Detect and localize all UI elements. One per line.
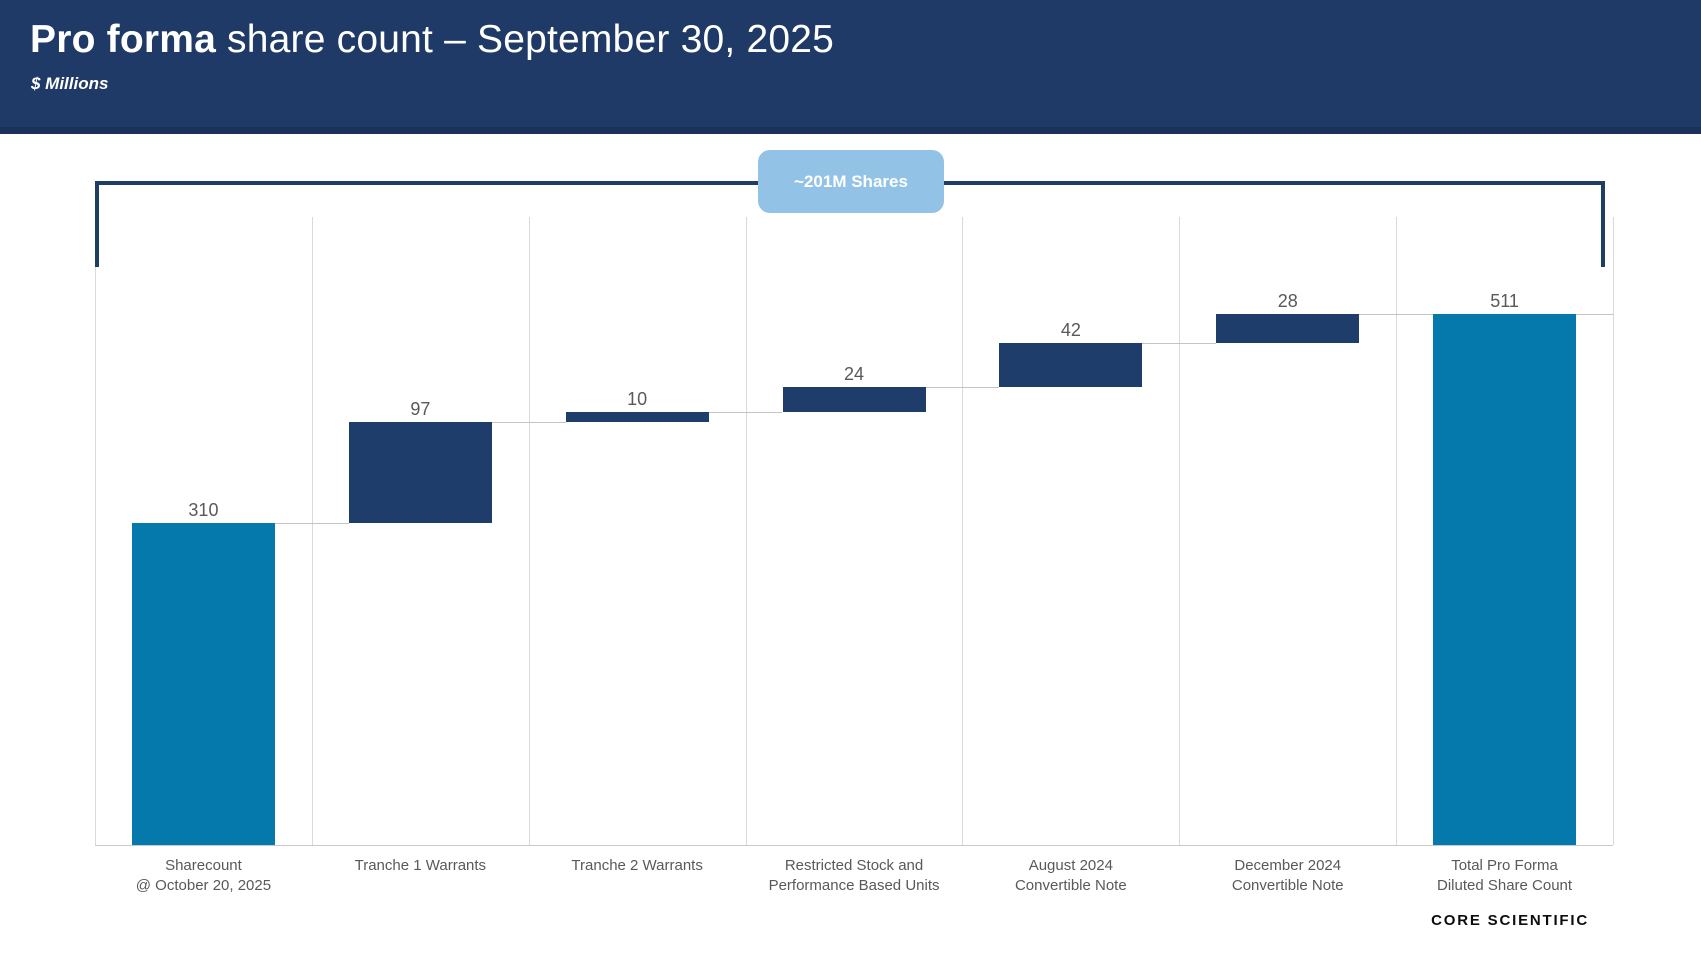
bar-value-label: 10 bbox=[627, 388, 648, 409]
bar-value-label: 28 bbox=[1277, 291, 1298, 311]
bar-value-label: 511 bbox=[1490, 291, 1519, 311]
gridline bbox=[745, 217, 747, 845]
connector-line bbox=[1359, 314, 1434, 315]
bar-value-label: 24 bbox=[844, 363, 865, 384]
gridline bbox=[1396, 217, 1398, 845]
gridline bbox=[962, 217, 964, 845]
gridline bbox=[311, 217, 313, 845]
slide-header: Pro forma share count – September 30, 20… bbox=[0, 0, 1701, 134]
core-scientific-logo: CORE SCIENTIFIC bbox=[1431, 912, 1589, 929]
category-label: Sharecount @ October 20, 2025 bbox=[135, 857, 272, 894]
gridline bbox=[1179, 217, 1181, 845]
waterfall-bar bbox=[348, 422, 492, 523]
category-label: December 2024 Convertible Note bbox=[1231, 857, 1344, 894]
bar-value-label: 310 bbox=[188, 499, 219, 520]
gridline bbox=[95, 217, 96, 845]
waterfall-bar bbox=[782, 386, 926, 412]
category-label: Restricted Stock and Performance Based U… bbox=[768, 857, 940, 894]
units-subtitle: $ Millions bbox=[31, 74, 109, 93]
bar-value-label: 42 bbox=[1060, 320, 1081, 341]
connector-line bbox=[925, 386, 1000, 388]
page-title-rest: share count – September 30, 2025 bbox=[216, 18, 835, 61]
category-label: August 2024 Convertible Note bbox=[1014, 857, 1127, 894]
waterfall-bar bbox=[131, 522, 275, 845]
waterfall-chart: 310 97 10 24 42 28 511 Sharecount @ October 20,… bbox=[0, 134, 1701, 914]
connector-line bbox=[708, 411, 783, 413]
category-label: Total Pro Forma Diluted Share Count bbox=[1436, 857, 1573, 894]
waterfall-bar bbox=[565, 411, 709, 423]
connector-line bbox=[1576, 314, 1613, 315]
gridline bbox=[528, 217, 530, 845]
waterfall-bar bbox=[999, 343, 1143, 387]
connector-line bbox=[274, 522, 349, 524]
category-label: Tranche 1 Warrants bbox=[354, 857, 487, 874]
page-title: Pro forma share count – September 30, 20… bbox=[30, 18, 834, 62]
bar-value-label: 97 bbox=[410, 399, 431, 420]
connector-line bbox=[1142, 343, 1217, 345]
shares-annotation-badge: ~201M Shares bbox=[758, 150, 944, 213]
category-label: Tranche 2 Warrants bbox=[571, 857, 703, 874]
connector-line bbox=[491, 422, 566, 424]
waterfall-bar bbox=[1433, 314, 1577, 845]
waterfall-bar bbox=[1216, 314, 1360, 344]
x-axis-line bbox=[95, 845, 1613, 846]
gridline bbox=[1613, 217, 1614, 845]
page-title-bold: Pro forma bbox=[30, 18, 217, 61]
